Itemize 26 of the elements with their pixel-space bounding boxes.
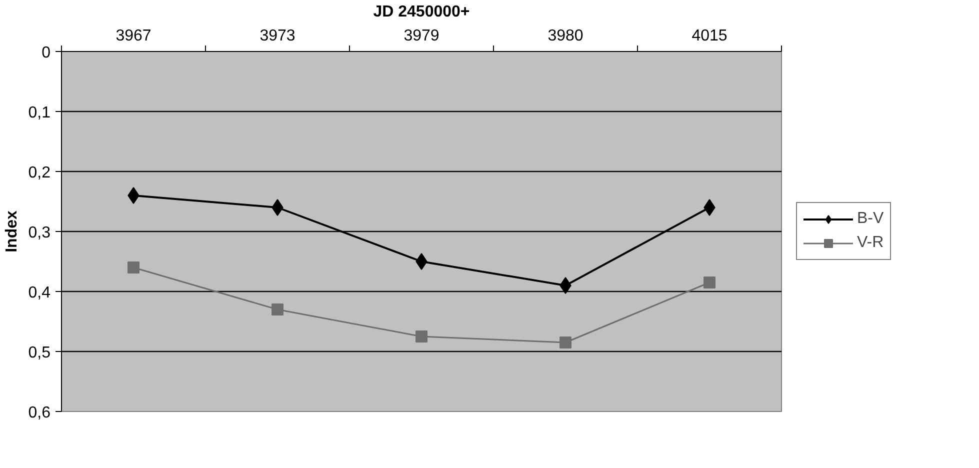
- y-tick-label: 0,3: [28, 224, 51, 242]
- point: [416, 330, 428, 342]
- x-tick-label: 4015: [692, 28, 728, 44]
- y-axis-title: Index: [3, 210, 20, 252]
- point: [704, 276, 716, 288]
- y-tick-label: 0,6: [28, 404, 51, 422]
- point: [416, 253, 428, 270]
- y-tick-label: 0,2: [28, 164, 51, 182]
- x-tick-label: 3973: [260, 28, 296, 44]
- point: [272, 304, 284, 316]
- point: [560, 336, 572, 348]
- point: [560, 277, 572, 294]
- y-tick-label: 0,4: [28, 284, 51, 302]
- y-tick-label: 0,1: [28, 104, 51, 122]
- legend-label: V-R: [857, 234, 884, 252]
- point: [272, 199, 284, 216]
- y-tick-label: 0: [42, 44, 51, 62]
- legend-label: B-V: [857, 210, 884, 228]
- y-tick-label: 0,5: [28, 344, 51, 362]
- x-axis-title: JD 2450000+: [373, 4, 470, 20]
- point: [704, 199, 716, 216]
- point: [128, 262, 140, 274]
- point: [128, 187, 140, 204]
- x-tick-label: 3980: [548, 28, 584, 44]
- x-tick-label: 3979: [404, 28, 440, 44]
- x-tick-label: 3967: [116, 28, 152, 44]
